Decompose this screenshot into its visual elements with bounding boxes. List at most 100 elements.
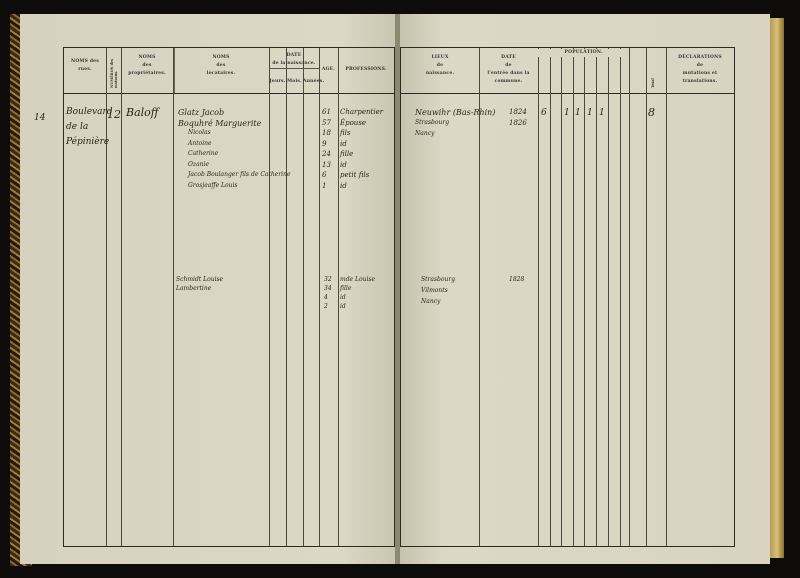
- tenant-profession: id: [340, 139, 347, 148]
- tenant-profession: fille: [340, 150, 354, 158]
- owner-name: Baloff: [126, 106, 159, 119]
- rule-line: [121, 48, 122, 546]
- header-text: mutations et translations.: [682, 71, 718, 84]
- population-count: 1: [599, 108, 605, 118]
- birthplace: Strasbourg: [421, 276, 456, 283]
- rule-line: [286, 48, 287, 546]
- tenant-profession: petit fils: [340, 171, 370, 179]
- tenant-profession: Épouse: [340, 118, 367, 127]
- rule-line: [573, 48, 574, 546]
- header-text: de: [436, 63, 444, 68]
- header-total: Total: [651, 78, 655, 88]
- tenant-profession: id: [340, 181, 347, 190]
- header-date-entree: DATE: [501, 55, 516, 60]
- birthplace: Vilmonts: [421, 287, 448, 294]
- rule-line: [584, 48, 585, 546]
- header-text: propriétaires.: [128, 71, 166, 76]
- tenant-name: Schmidt Louise: [176, 276, 224, 283]
- header-text: locataires.: [206, 71, 236, 76]
- rule-line: [174, 48, 175, 93]
- entry-date: 1826: [509, 119, 527, 127]
- tenant-age: 32: [324, 276, 332, 283]
- total-count: 8: [648, 106, 655, 119]
- street-name: Boulevard de la Pépinière: [66, 105, 113, 150]
- header-date-naissance: DATE: [286, 53, 302, 58]
- header-text: de la naissance.: [272, 61, 316, 66]
- header-mois: Mois.: [287, 79, 302, 84]
- header-numeros: NUMÉROS des maisons.: [110, 58, 118, 88]
- tenant-age: 24: [322, 150, 331, 158]
- tenant-age: 2: [324, 303, 328, 310]
- header-annees: Années.: [303, 79, 325, 84]
- tenant-name: Lambertine: [176, 285, 212, 292]
- right-register-table: LIEUX de naissance. DATE de l'entrée dans la…: [400, 47, 735, 547]
- rule-line: [173, 48, 174, 546]
- header-text: des: [216, 63, 226, 68]
- header-text: de: [696, 63, 704, 68]
- tenant-age: 18: [322, 129, 331, 137]
- rule-line: [106, 48, 107, 546]
- tenant-age: 4: [324, 294, 328, 301]
- birthplace: Neuwihr (Bas-Rhin): [415, 108, 496, 117]
- population-count: 1: [564, 108, 570, 118]
- header-text: de: [505, 63, 512, 68]
- right-header-row: [401, 48, 734, 94]
- tenant-profession: fille: [340, 285, 352, 292]
- left-header-row: [64, 48, 394, 94]
- rule-line: [646, 48, 647, 546]
- rule-line: [629, 48, 630, 546]
- rule-line: [596, 48, 597, 546]
- rule-line: [561, 48, 562, 546]
- tenant-name: Catherine: [188, 150, 219, 157]
- rule-line: [550, 48, 551, 546]
- rule-line: [538, 48, 539, 546]
- tenant-age: 13: [322, 160, 331, 169]
- header-population: POPULATION.: [538, 49, 629, 57]
- rule-line: [303, 48, 304, 546]
- header-jours: Jours.: [269, 79, 286, 84]
- population-count: 1: [575, 108, 581, 118]
- book-edge-right: [770, 18, 784, 558]
- rule-line: [666, 48, 667, 546]
- header-professions: PROFESSIONS.: [345, 67, 387, 72]
- header-rues: NOMS des rues.: [71, 59, 99, 72]
- tenant-name: Glatz Jacob: [178, 108, 225, 117]
- tenant-name: Ozanie: [188, 160, 209, 168]
- rule-line: [338, 48, 339, 546]
- house-number: 12: [107, 108, 121, 121]
- header-lieux: LIEUX: [431, 55, 449, 60]
- tenant-profession: id: [340, 303, 346, 310]
- tenant-age: 61: [322, 108, 331, 116]
- population-count: 1: [587, 108, 593, 118]
- tenant-age: 34: [324, 285, 332, 292]
- tenant-name: Jacob Boulanger fils de Catherine: [188, 171, 291, 178]
- tenant-profession: id: [340, 160, 347, 169]
- entry-date: 1828: [509, 276, 525, 283]
- header-text: des: [142, 63, 152, 68]
- population-count: 6: [541, 108, 547, 118]
- rule-line: [479, 48, 480, 546]
- header-text: l'entrée dans la commune.: [487, 71, 530, 84]
- street-line: Boulevard: [66, 107, 113, 117]
- tenant-profession: Charpentier: [340, 108, 384, 116]
- left-register-table: NOMS des rues. NUMÉROS des maisons. NOMS…: [63, 47, 395, 547]
- book-spine: [395, 14, 400, 564]
- birthplace: Nancy: [421, 298, 441, 305]
- street-line: de la: [66, 122, 89, 132]
- tenant-age: 9: [322, 139, 327, 148]
- tenant-name: Boquhré Marguerite: [178, 118, 262, 128]
- header-text: naissance.: [425, 71, 455, 76]
- header-declarations: DÉCLARATIONS: [678, 55, 722, 60]
- tenant-profession: mde Louise: [340, 276, 375, 283]
- rule-line: [608, 48, 609, 546]
- birthplace: Nancy: [415, 130, 435, 137]
- rule-line: [319, 48, 320, 546]
- header-age: AGE.: [321, 67, 336, 72]
- tenant-name: Grosjeaffe Louis: [188, 181, 238, 189]
- tenant-profession: fils: [340, 129, 351, 137]
- rule-line: [269, 48, 270, 546]
- tenant-age: 57: [322, 118, 331, 127]
- tenant-age: 1: [322, 181, 327, 190]
- header-locataires: NOMS: [212, 55, 230, 60]
- birthplace: Strasbourg: [415, 119, 450, 126]
